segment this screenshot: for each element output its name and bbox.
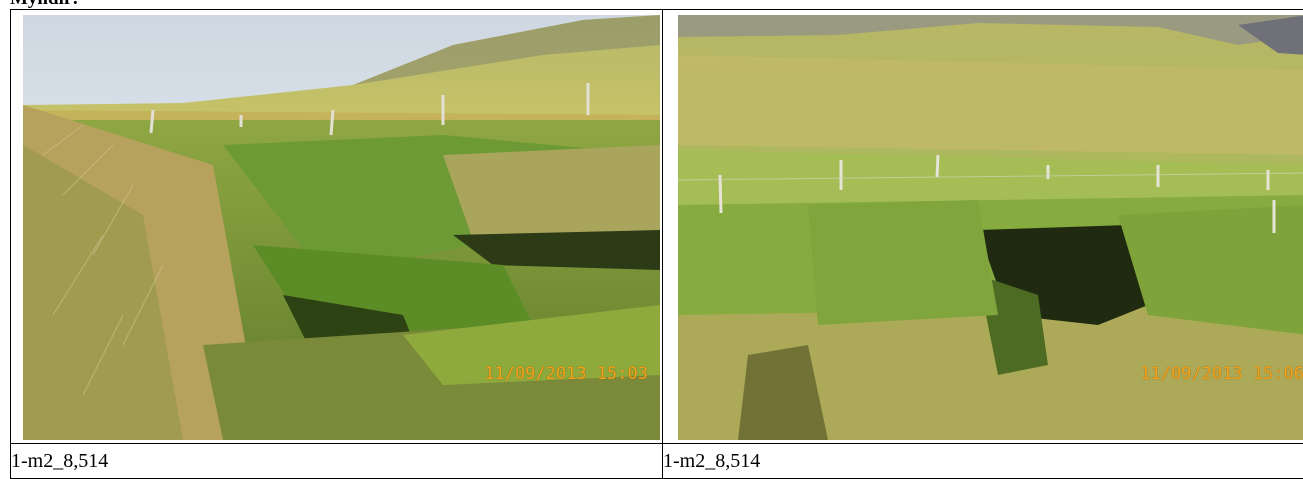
photo-caption-left: 1-m2_8,514 bbox=[10, 443, 663, 479]
photo-date-stamp: 11/09/2013 15:03 bbox=[484, 364, 648, 384]
photo-table: 11/09/2013 15:03 bbox=[10, 9, 1303, 479]
section-heading: Myndir: bbox=[10, 0, 79, 10]
photo-cell-left: 11/09/2013 15:03 bbox=[10, 9, 663, 444]
photo-ditch-left: 11/09/2013 15:03 bbox=[23, 15, 660, 440]
photo-date-stamp: 11/09/2013 15:06 bbox=[1140, 364, 1303, 384]
photo-cell-right: 11/09/2013 15:06 bbox=[662, 9, 1303, 444]
photo-caption-right: 1-m2_8,514 bbox=[662, 443, 1303, 479]
photo-ditch-right: 11/09/2013 15:06 bbox=[678, 15, 1303, 440]
